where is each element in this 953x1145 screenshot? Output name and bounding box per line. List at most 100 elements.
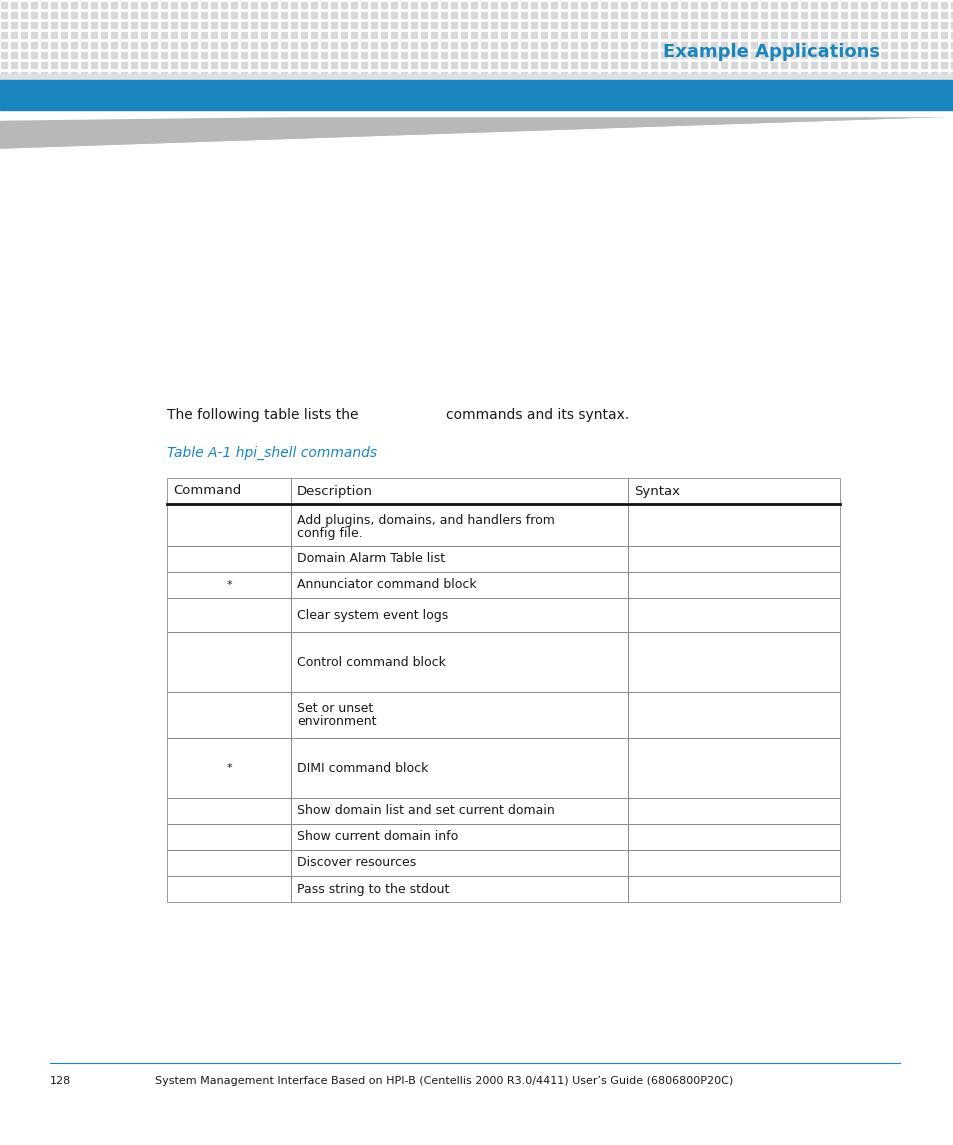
Bar bbox=[331, 52, 336, 58]
Bar bbox=[627, 692, 840, 739]
Bar bbox=[241, 72, 247, 78]
Bar bbox=[861, 52, 866, 58]
Bar bbox=[571, 2, 577, 8]
Bar bbox=[690, 11, 697, 18]
Bar bbox=[870, 42, 876, 48]
Bar bbox=[351, 62, 356, 68]
Bar bbox=[710, 22, 717, 27]
Bar bbox=[391, 62, 396, 68]
Bar bbox=[231, 52, 236, 58]
Bar bbox=[540, 2, 546, 8]
Bar bbox=[91, 72, 97, 78]
Bar bbox=[670, 11, 677, 18]
Bar bbox=[91, 62, 97, 68]
Bar bbox=[61, 62, 67, 68]
Bar bbox=[627, 850, 840, 876]
Bar bbox=[30, 52, 37, 58]
Bar bbox=[500, 52, 506, 58]
Bar bbox=[101, 72, 107, 78]
Bar bbox=[411, 32, 416, 38]
Text: environment: environment bbox=[296, 714, 376, 728]
Bar bbox=[540, 42, 546, 48]
Bar bbox=[231, 42, 236, 48]
Bar bbox=[640, 42, 646, 48]
Bar bbox=[451, 32, 456, 38]
Bar bbox=[281, 62, 287, 68]
Bar bbox=[281, 22, 287, 27]
Bar bbox=[720, 42, 726, 48]
Bar bbox=[810, 42, 816, 48]
Bar bbox=[11, 42, 17, 48]
Bar bbox=[471, 42, 476, 48]
Bar bbox=[690, 72, 697, 78]
Bar bbox=[460, 22, 467, 27]
Bar bbox=[551, 11, 557, 18]
Bar bbox=[660, 22, 666, 27]
Bar bbox=[351, 42, 356, 48]
Bar bbox=[520, 52, 526, 58]
Text: Description: Description bbox=[296, 484, 373, 497]
Bar bbox=[121, 62, 127, 68]
Bar bbox=[331, 62, 336, 68]
Bar bbox=[161, 32, 167, 38]
Bar bbox=[841, 2, 846, 8]
Bar bbox=[61, 22, 67, 27]
Bar bbox=[590, 2, 597, 8]
Bar bbox=[241, 32, 247, 38]
Bar bbox=[251, 52, 256, 58]
Text: *: * bbox=[226, 763, 232, 773]
Bar bbox=[167, 798, 291, 824]
Bar bbox=[460, 72, 467, 78]
Bar bbox=[281, 52, 287, 58]
Bar bbox=[411, 11, 416, 18]
Bar bbox=[540, 22, 546, 27]
Text: Control command block: Control command block bbox=[296, 655, 445, 669]
Bar bbox=[627, 876, 840, 902]
Bar bbox=[51, 11, 57, 18]
Bar bbox=[890, 72, 896, 78]
Bar bbox=[810, 62, 816, 68]
Bar bbox=[391, 2, 396, 8]
Bar bbox=[380, 11, 387, 18]
Bar bbox=[790, 32, 796, 38]
Bar bbox=[940, 62, 946, 68]
Bar bbox=[30, 32, 37, 38]
Bar bbox=[870, 32, 876, 38]
Bar bbox=[371, 11, 376, 18]
Text: Pass string to the stdout: Pass string to the stdout bbox=[296, 883, 449, 895]
Bar bbox=[141, 52, 147, 58]
Text: DIMI command block: DIMI command block bbox=[296, 761, 428, 774]
Bar bbox=[371, 32, 376, 38]
Bar bbox=[51, 22, 57, 27]
Bar bbox=[111, 52, 117, 58]
Bar bbox=[30, 11, 37, 18]
Bar bbox=[391, 42, 396, 48]
Bar bbox=[51, 32, 57, 38]
Bar bbox=[750, 52, 757, 58]
Bar bbox=[680, 22, 686, 27]
Bar bbox=[21, 32, 27, 38]
Bar bbox=[770, 2, 776, 8]
Bar bbox=[520, 42, 526, 48]
Bar bbox=[560, 42, 566, 48]
Bar bbox=[500, 2, 506, 8]
Bar bbox=[861, 11, 866, 18]
Bar bbox=[781, 52, 786, 58]
Polygon shape bbox=[0, 110, 953, 148]
Bar bbox=[271, 52, 276, 58]
Bar bbox=[371, 62, 376, 68]
Bar bbox=[1, 62, 7, 68]
Bar bbox=[910, 52, 916, 58]
Bar bbox=[291, 876, 627, 902]
Bar bbox=[870, 2, 876, 8]
Bar bbox=[511, 72, 517, 78]
Bar bbox=[51, 72, 57, 78]
Bar bbox=[627, 798, 840, 824]
Bar bbox=[251, 11, 256, 18]
Bar bbox=[930, 62, 936, 68]
Bar bbox=[141, 11, 147, 18]
Bar bbox=[801, 42, 806, 48]
Bar bbox=[340, 32, 347, 38]
Bar bbox=[920, 52, 926, 58]
Bar bbox=[431, 62, 436, 68]
